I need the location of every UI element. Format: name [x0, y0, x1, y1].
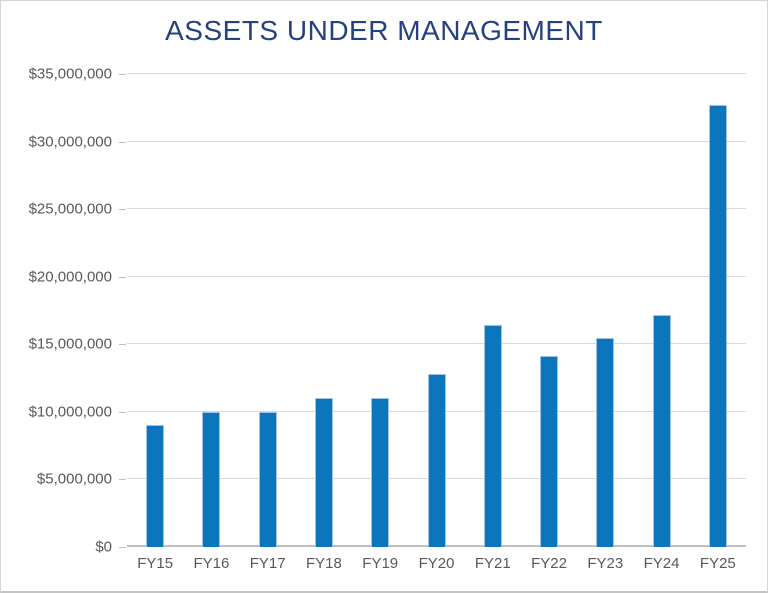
bar-fy24 [652, 314, 671, 547]
y-axis-tick-label: $35,000,000 [28, 65, 112, 83]
bar-fy20 [427, 374, 446, 547]
bar-fy19 [371, 398, 390, 547]
x-axis-tick-label: FY25 [699, 555, 736, 572]
bar-fy21 [483, 325, 502, 547]
gridline [127, 208, 746, 210]
x-axis-tick-label: FY22 [531, 555, 567, 572]
x-axis-tick-label: FY20 [418, 555, 455, 572]
bar-fy23 [596, 337, 615, 547]
bar-fy15 [146, 425, 165, 547]
x-axis-tick-label: FY24 [643, 555, 680, 572]
y-tick-mark [119, 141, 126, 143]
x-axis-tick-label: FY18 [306, 555, 342, 572]
bar-fy18 [314, 398, 333, 547]
x-axis-tick-label: FY23 [587, 555, 624, 572]
y-axis-tick-label: $20,000,000 [28, 268, 112, 286]
y-tick-mark [119, 344, 126, 346]
y-tick-mark [119, 547, 126, 548]
bar-fy22 [540, 356, 559, 547]
plot-area [127, 73, 746, 547]
x-axis-tick-label: FY17 [249, 555, 286, 572]
bar-fy25 [708, 105, 727, 547]
bar-fy16 [202, 411, 221, 547]
bar-fy17 [258, 411, 277, 547]
chart-title: ASSETS UNDER MANAGEMENT [165, 15, 603, 46]
y-tick-mark [119, 74, 126, 75]
y-axis-tick-label: $10,000,000 [28, 403, 112, 421]
y-tick-mark [119, 411, 126, 413]
y-axis-tick-label: $0 [95, 538, 112, 556]
y-axis-tick-label: $30,000,000 [28, 133, 112, 151]
gridline [127, 73, 746, 74]
x-axis-tick-label: FY15 [137, 555, 174, 572]
x-axis-tick-label: FY21 [474, 555, 511, 572]
y-tick-mark [119, 479, 126, 481]
x-axis-tick-label: FY19 [362, 555, 399, 572]
y-axis-tick-label: $15,000,000 [28, 335, 112, 353]
y-axis-tick-label: $25,000,000 [28, 200, 112, 218]
x-axis-tick-label: FY16 [193, 555, 230, 572]
y-tick-mark [119, 276, 126, 278]
y-tick-mark [119, 209, 126, 211]
gridline [127, 140, 746, 142]
gridline [127, 275, 746, 277]
y-axis-tick-label: $5,000,000 [36, 470, 112, 488]
gridline [127, 343, 746, 345]
